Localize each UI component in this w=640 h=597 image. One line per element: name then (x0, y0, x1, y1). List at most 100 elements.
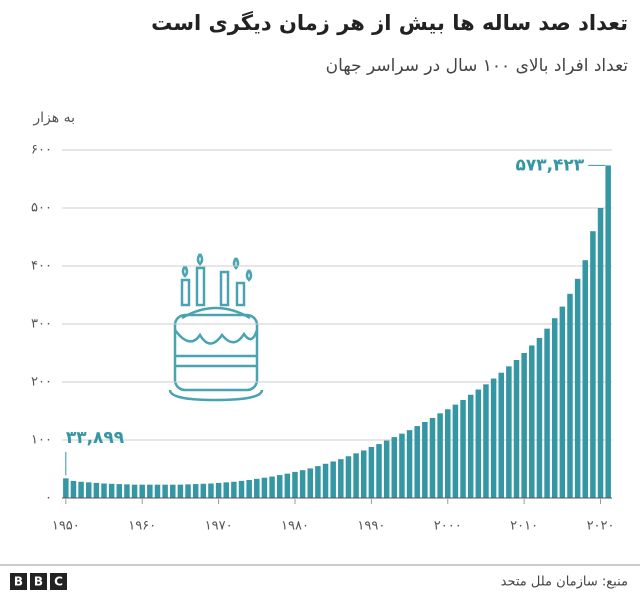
bar (185, 484, 191, 498)
bar (162, 484, 168, 498)
bar (116, 484, 123, 498)
bar (475, 389, 482, 498)
x-tick-label: ۲۰۱۰ (510, 519, 538, 534)
bar (445, 409, 451, 498)
bar (483, 384, 489, 498)
y-tick-label: ۲۰۰ (31, 375, 52, 390)
bar (63, 478, 69, 498)
bar (93, 482, 100, 498)
bar (108, 483, 115, 498)
bar (338, 459, 344, 498)
bar (70, 480, 77, 498)
y-tick-label: ۵۰۰ (31, 201, 52, 216)
bar (544, 328, 550, 498)
logo-letter: B (34, 575, 43, 589)
bar (529, 345, 535, 498)
bar (597, 208, 604, 498)
bar (284, 473, 291, 498)
bar (246, 480, 252, 498)
bar (567, 293, 573, 498)
chart-title: تعداد صد ساله ها بیش از هر زمان دیگری اس… (151, 10, 628, 35)
x-tick-label: ۱۹۵۰ (52, 519, 80, 534)
bar (574, 278, 581, 498)
bar (498, 372, 504, 498)
x-tick-label: ۱۹۶۰ (128, 519, 156, 534)
bar (513, 359, 520, 498)
bar (521, 353, 527, 498)
bar (139, 484, 145, 498)
bar (490, 378, 497, 498)
bar (215, 482, 222, 498)
x-tick-label: ۲۰۲۰ (587, 519, 615, 534)
bar (131, 484, 138, 498)
bar (254, 478, 260, 498)
bar (383, 440, 390, 498)
bar (368, 446, 375, 498)
bar (192, 484, 199, 498)
bar (406, 430, 413, 498)
x-tick-label: ۲۰۰۰ (434, 519, 462, 534)
bar (124, 484, 130, 498)
bar (238, 480, 245, 498)
y-tick-label: ۰ (45, 491, 52, 506)
bar (154, 484, 161, 498)
bar (437, 413, 443, 498)
bar (391, 437, 398, 498)
bar (506, 366, 512, 498)
bar (200, 483, 207, 498)
bar (223, 482, 229, 498)
bar (269, 476, 275, 498)
logo-block (50, 573, 67, 590)
y-tick-label: ۱۰۰ (31, 433, 52, 448)
bar (605, 165, 611, 498)
bar (460, 399, 466, 498)
bar (292, 471, 298, 498)
bar (330, 461, 336, 498)
bar (177, 484, 184, 498)
bar (414, 426, 420, 498)
cake-icon (168, 253, 264, 402)
bar (85, 482, 92, 498)
bar (376, 444, 382, 498)
bar (590, 231, 596, 498)
bar (551, 318, 558, 498)
bbc-logo: B B C (10, 573, 67, 590)
x-tick-label: ۱۹۹۰ (357, 519, 385, 534)
bar (559, 306, 566, 498)
y-axis-label: به هزار (32, 110, 75, 126)
bar (322, 463, 329, 498)
bar (147, 484, 153, 498)
bar (582, 260, 589, 498)
bar (360, 450, 367, 498)
y-tick-label: ۴۰۰ (31, 259, 52, 274)
bar (170, 484, 176, 498)
bar (208, 483, 214, 498)
bar (101, 483, 107, 498)
y-tick-label: ۶۰۰ (31, 143, 52, 158)
bar (536, 337, 543, 498)
chart-subtitle: تعداد افراد بالای ۱۰۰ سال در سراسر جهان (326, 56, 629, 76)
source: منبع: سازمان ملل متحد (501, 575, 628, 590)
logo-letter: B (14, 575, 23, 589)
bar (452, 404, 459, 498)
logo-block (30, 573, 47, 590)
value-label: ۳۳,۸۹۹ (66, 428, 125, 448)
x-tick-label: ۱۹۷۰ (205, 519, 233, 534)
bar (399, 433, 405, 498)
bar (422, 422, 428, 498)
bar (261, 477, 268, 498)
bar (78, 481, 84, 498)
bar (467, 394, 474, 498)
bar (307, 468, 314, 498)
logo-letter: C (54, 575, 63, 589)
y-tick-label: ۳۰۰ (31, 317, 52, 332)
value-label: ۵۷۳,۴۲۳ (515, 155, 584, 175)
x-tick-label: ۱۹۸۰ (281, 519, 309, 534)
logo-block (10, 573, 27, 590)
bar (353, 453, 359, 498)
bar (429, 417, 436, 498)
bar (299, 470, 306, 498)
bar (276, 475, 283, 498)
bar (315, 466, 321, 498)
